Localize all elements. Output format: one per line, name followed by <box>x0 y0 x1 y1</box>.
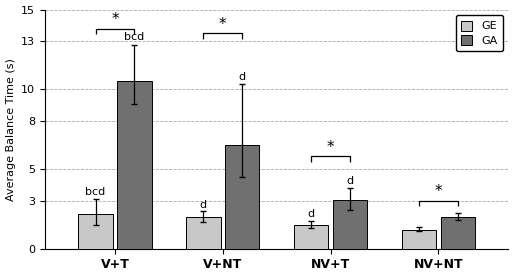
Text: d: d <box>238 72 246 82</box>
Bar <box>186 217 221 249</box>
Y-axis label: Average Balance Time (s): Average Balance Time (s) <box>6 58 15 201</box>
Bar <box>78 214 113 249</box>
Bar <box>225 145 260 249</box>
Bar <box>440 217 475 249</box>
Bar <box>117 81 152 249</box>
Legend: GE, GA: GE, GA <box>455 15 503 51</box>
Bar <box>294 225 328 249</box>
Text: d: d <box>200 200 207 210</box>
Text: *: * <box>327 140 335 155</box>
Text: d: d <box>307 209 315 219</box>
Bar <box>333 200 367 249</box>
Text: d: d <box>346 176 354 186</box>
Bar <box>402 230 436 249</box>
Text: bcd: bcd <box>124 32 144 42</box>
Text: *: * <box>434 184 442 199</box>
Text: *: * <box>219 17 227 32</box>
Text: bcd: bcd <box>85 187 106 197</box>
Text: *: * <box>111 12 119 27</box>
